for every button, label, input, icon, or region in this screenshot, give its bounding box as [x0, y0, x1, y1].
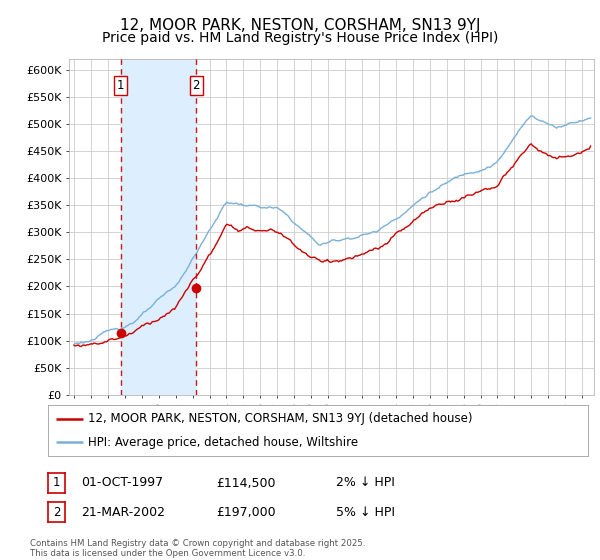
Text: 12, MOOR PARK, NESTON, CORSHAM, SN13 9YJ (detached house): 12, MOOR PARK, NESTON, CORSHAM, SN13 9YJ…	[89, 412, 473, 425]
Text: £114,500: £114,500	[216, 477, 275, 489]
Text: 2% ↓ HPI: 2% ↓ HPI	[336, 477, 395, 489]
Text: 5% ↓ HPI: 5% ↓ HPI	[336, 506, 395, 519]
Text: 1: 1	[53, 477, 60, 489]
Text: 01-OCT-1997: 01-OCT-1997	[81, 477, 163, 489]
Text: Contains HM Land Registry data © Crown copyright and database right 2025.
This d: Contains HM Land Registry data © Crown c…	[30, 539, 365, 558]
Text: 12, MOOR PARK, NESTON, CORSHAM, SN13 9YJ: 12, MOOR PARK, NESTON, CORSHAM, SN13 9YJ	[120, 18, 480, 33]
Text: 1: 1	[117, 80, 124, 92]
Text: 2: 2	[193, 80, 200, 92]
Bar	[121, 59, 196, 395]
Text: HPI: Average price, detached house, Wiltshire: HPI: Average price, detached house, Wilt…	[89, 436, 359, 449]
Text: Price paid vs. HM Land Registry's House Price Index (HPI): Price paid vs. HM Land Registry's House …	[102, 31, 498, 45]
Text: 21-MAR-2002: 21-MAR-2002	[81, 506, 165, 519]
Text: 2: 2	[53, 506, 60, 519]
Text: £197,000: £197,000	[216, 506, 275, 519]
